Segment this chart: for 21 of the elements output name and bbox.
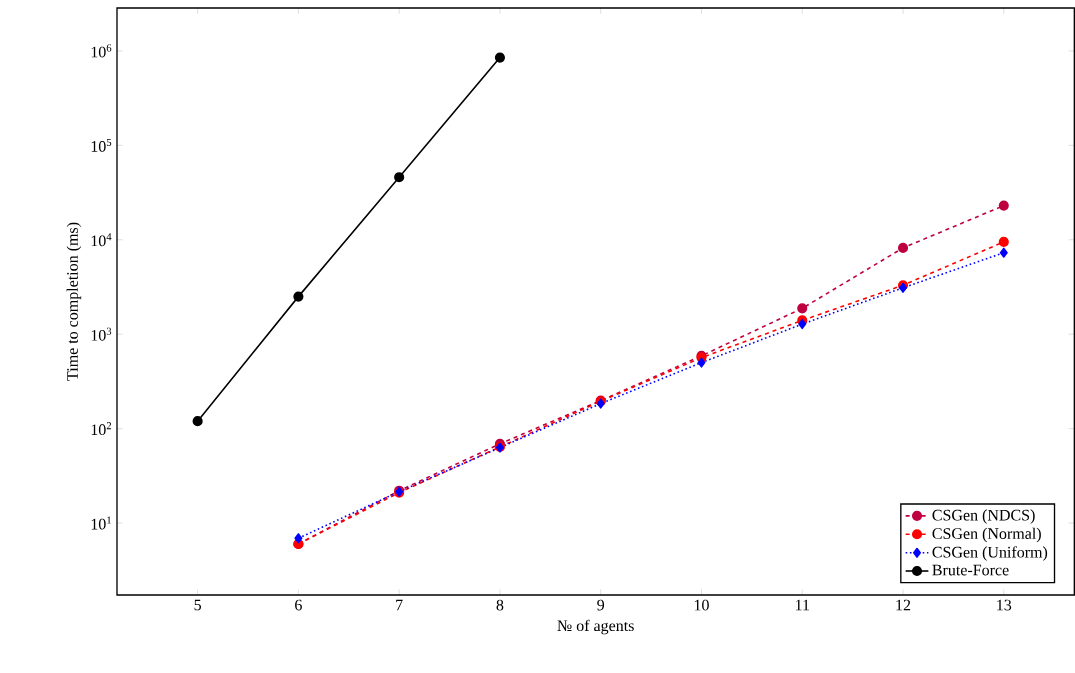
y-tick-label: 10$^{3}$ — [91, 327, 112, 341]
x-tick-label: 8 — [496, 599, 504, 611]
x-tick-label: 11 — [795, 599, 809, 611]
y-axis-title: Time to completion (ms) — [66, 222, 82, 381]
x-axis-title: № of agents — [557, 619, 634, 635]
legend-label: Brute-Force — [932, 564, 1009, 576]
y-tick-label: 10$^{5}$ — [91, 138, 112, 152]
x-tick-label: 10 — [694, 599, 709, 611]
y-tick-label: 10$^{4}$ — [91, 233, 112, 247]
x-tick-label: 5 — [194, 599, 201, 611]
y-tick-label: 10$^{2}$ — [91, 422, 112, 436]
x-tick-label: 7 — [396, 599, 403, 611]
x-tick-label: 6 — [295, 599, 302, 611]
y-tick-label: 10$^{6}$ — [91, 44, 112, 58]
legend-label: CSGen (NDCS) — [932, 509, 1035, 524]
y-tick-label: 10$^{1}$ — [91, 516, 111, 530]
legend-label: CSGen (Normal) — [932, 527, 1041, 543]
x-tick-label: 13 — [997, 599, 1012, 611]
x-tick-label: 9 — [597, 599, 605, 611]
x-tick-label: 12 — [896, 599, 911, 611]
legend-label: CSGen (Uniform) — [932, 546, 1048, 561]
